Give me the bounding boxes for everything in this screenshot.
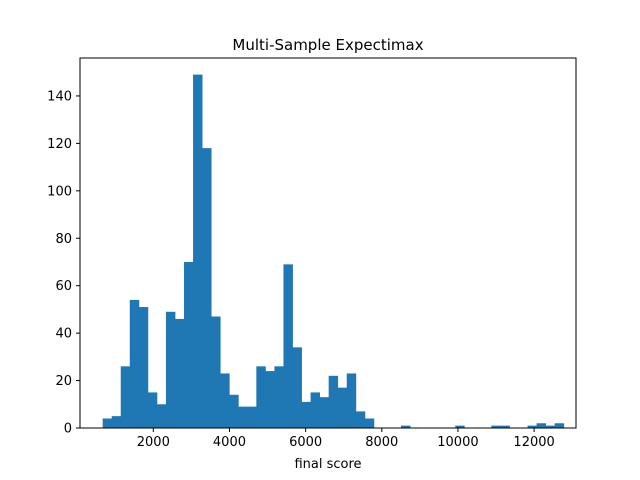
y-tick-label: 20	[55, 374, 72, 389]
histogram-bar	[247, 406, 257, 428]
y-tick-label: 140	[47, 89, 72, 104]
histogram-bar	[301, 401, 311, 428]
histogram-bar	[156, 404, 167, 428]
histogram-bar	[184, 261, 194, 428]
histogram-bar	[220, 373, 230, 428]
histogram-bar	[328, 375, 339, 428]
histogram-bar	[500, 425, 510, 428]
histogram-bar	[364, 418, 375, 428]
histogram-bar	[491, 425, 501, 428]
histogram-bar	[129, 299, 140, 428]
x-tick-label: 8000	[365, 435, 398, 450]
histogram-bar	[211, 316, 221, 428]
histogram-bar	[202, 148, 212, 428]
histogram-bar	[138, 307, 149, 428]
histogram-bar	[292, 347, 302, 428]
y-tick-label: 100	[47, 184, 72, 199]
histogram-bar	[346, 373, 357, 428]
x-tick-label: 6000	[289, 435, 322, 450]
histogram-bar	[310, 392, 321, 428]
bars-group	[102, 74, 565, 428]
histogram-bar	[283, 264, 293, 428]
histogram-bar	[229, 394, 239, 428]
histogram-bar	[536, 423, 547, 428]
y-tick-label: 60	[55, 279, 72, 294]
y-tick-label: 0	[64, 422, 72, 437]
histogram-bar	[120, 366, 131, 428]
x-tick-label: 10000	[437, 435, 478, 450]
histogram-bar	[265, 371, 275, 428]
chart-title: Multi-Sample Expectimax	[232, 36, 423, 54]
plot-frame	[79, 57, 577, 429]
x-tick-label: 4000	[213, 435, 246, 450]
x-axis-ticks: 2000 4000 6000 8000 10000 12000	[137, 428, 555, 450]
histogram-bar	[455, 425, 465, 428]
histogram-bar	[355, 411, 366, 428]
histogram-bar	[545, 425, 556, 428]
histogram-bar	[238, 406, 248, 428]
histogram-bar	[256, 366, 266, 428]
y-tick-label: 40	[55, 327, 72, 342]
x-tick-label: 2000	[137, 435, 170, 450]
y-axis-ticks: 0 20 40 60 80 100 120 140	[47, 89, 80, 437]
histogram-bar	[554, 423, 565, 428]
histogram-bar	[111, 416, 122, 428]
histogram-bar	[165, 311, 176, 428]
histogram-bar	[274, 366, 284, 428]
histogram-bar	[147, 392, 158, 428]
x-tick-label: 12000	[513, 435, 554, 450]
histogram-bar	[319, 397, 330, 428]
histogram-bar	[102, 418, 113, 428]
histogram-bar	[337, 387, 348, 428]
y-tick-label: 80	[55, 232, 72, 247]
x-axis-label: final score	[294, 457, 361, 472]
histogram-bar	[193, 74, 203, 428]
histogram-bar	[527, 425, 537, 428]
histogram-bar	[174, 318, 185, 428]
histogram-bar	[400, 425, 411, 428]
y-tick-label: 120	[47, 137, 72, 152]
